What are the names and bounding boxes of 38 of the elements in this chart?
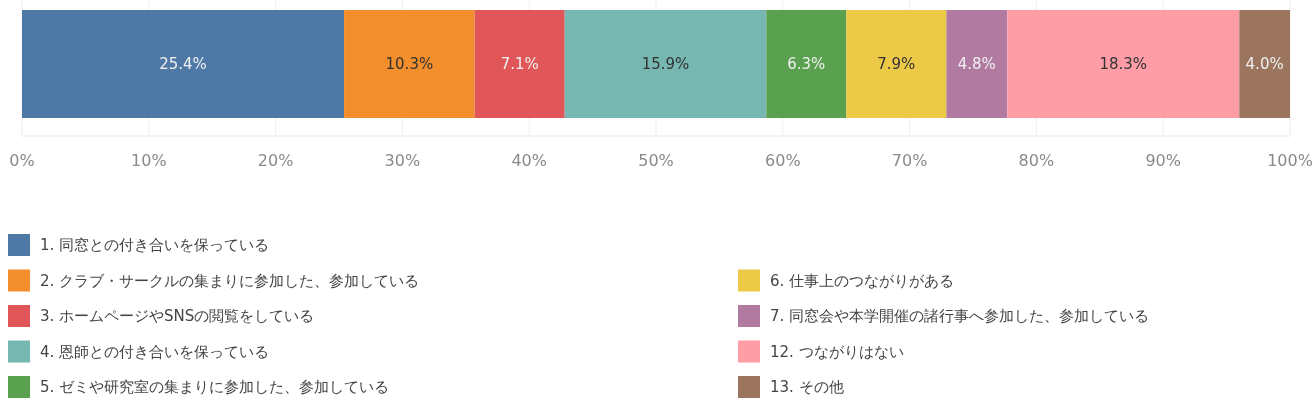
legend-label: 3. ホームページやSNSの閲覧をしている [40,307,315,326]
x-tick-label: 60% [765,151,801,170]
bar [946,10,1008,118]
x-tick-label: 30% [384,151,421,170]
bar [344,10,475,118]
legend-label: 6. 仕事上のつながりがある [770,271,955,290]
legend-label: 4. 恩師との付き合いを保っている [40,342,270,361]
bar [766,10,847,118]
x-tick-label: 50% [638,151,674,170]
x-tick-label: 90% [1145,151,1181,170]
data-label: 6.3% [787,55,826,74]
bar [22,10,345,118]
bar [564,10,767,118]
data-label: 10.3% [385,55,434,74]
data-label: 7.1% [500,55,539,74]
data-label: 18.3% [1099,55,1148,74]
data-label: 7.9% [877,55,916,74]
bar [1007,10,1240,118]
data-label: 4.8% [957,55,996,74]
bar [1239,10,1290,118]
legend-label: 7. 同窓会や本学開催の諸行事へ参加した、参加している [770,307,1150,326]
x-tick-label: 70% [891,151,928,170]
legend-label: 5. ゼミや研究室の集まりに参加した、参加している [40,378,390,397]
x-tick-label: 80% [1018,151,1055,170]
x-tick-label: 0% [9,151,35,170]
data-label: 25.4% [159,55,207,74]
data-label: 15.9% [641,55,690,74]
x-tick-label: 40% [511,151,547,170]
data-label: 4.0% [1245,55,1284,74]
legend-label: 2. クラブ・サークルの集まりに参加した、参加している [40,271,420,290]
bar [474,10,565,118]
bar [846,10,947,118]
legend-label: 13. その他 [770,378,844,397]
legend-label: 1. 同窓との付き合いを保っている [40,236,270,255]
x-tick-label: 10% [131,151,167,170]
x-tick-label: 20% [257,151,294,170]
x-tick-label: 100% [1267,151,1313,170]
legend-label: 12. つながりはない [770,342,904,361]
